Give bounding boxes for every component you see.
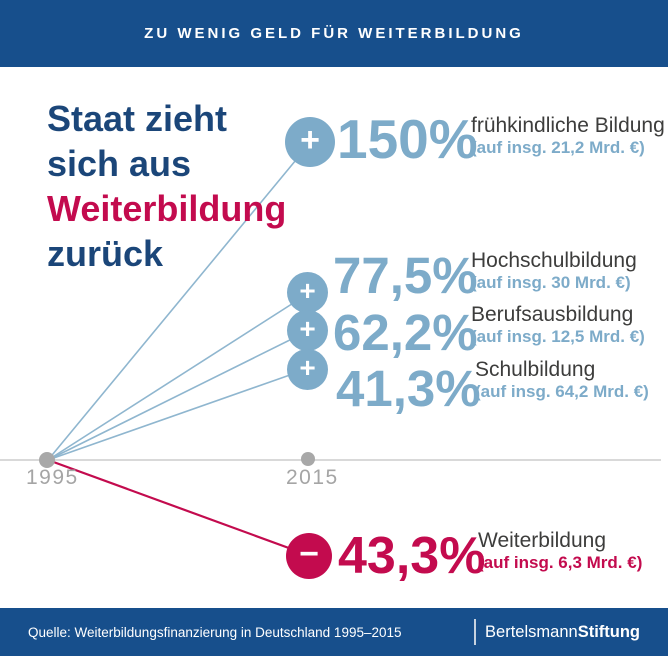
plus-icon: + xyxy=(299,312,316,344)
increase-line-berufsausbildung xyxy=(47,330,309,461)
label-fruehkindliche: frühkindliche Bildung xyxy=(471,114,665,137)
value-berufsausbildung: 62,2% xyxy=(333,304,478,361)
minus-badge-weiterbildung: − xyxy=(286,533,332,579)
label-schulbildung: Schulbildung xyxy=(475,358,596,381)
source-text: Quelle: Weiterbildungsfinanzierung in De… xyxy=(28,624,402,640)
detail-hochschule: (auf insg. 30 Mrd. €) xyxy=(471,273,631,292)
decrease-line-weiterbildung xyxy=(47,458,309,557)
plus-badge-fruehkindliche: + xyxy=(285,117,335,167)
headline-line-3-accent: Weiterbildung xyxy=(47,188,287,229)
headline-line-2: sich aus xyxy=(47,143,192,184)
increase-line-fruehkindliche xyxy=(47,142,311,461)
plus-icon: + xyxy=(299,351,316,383)
year-label-1995: 1995 xyxy=(26,466,79,489)
label-block-fruehkindliche: frühkindliche Bildung (auf insg. 21,2 Mr… xyxy=(471,114,665,158)
label-berufsausbildung: Berufsausbildung xyxy=(471,303,634,326)
bertelsmann-stiftung-logo: Bertelsmann Stiftung xyxy=(474,619,640,645)
value-fruehkindliche: 150% xyxy=(337,108,478,170)
label-block-schulbildung: Schulbildung (auf insg. 64,2 Mrd. €) xyxy=(475,358,649,402)
brand-name-bold: Stiftung xyxy=(577,622,640,641)
logo-divider xyxy=(474,619,477,645)
dot-1995 xyxy=(39,452,55,468)
brand-name-regular: Bertelsmann xyxy=(485,622,578,641)
plus-badge-hochschule: + xyxy=(287,272,328,313)
value-weiterbildung: 43,3% xyxy=(338,527,486,585)
headline-line-4: zurück xyxy=(47,233,164,274)
plus-icon: + xyxy=(299,274,316,306)
plus-badge-berufsausbildung: + xyxy=(287,310,328,351)
value-schulbildung: 41,3% xyxy=(336,360,481,417)
top-banner: ZU WENIG GELD FÜR WEITERBILDUNG xyxy=(0,0,668,67)
year-label-2015: 2015 xyxy=(286,466,339,489)
plus-icon: + xyxy=(300,120,320,159)
label-weiterbildung: Weiterbildung xyxy=(478,529,607,552)
headline-line-1: Staat zieht xyxy=(47,98,228,139)
detail-weiterbildung: (auf insg. 6,3 Mrd. €) xyxy=(478,553,643,572)
minus-icon: − xyxy=(299,534,319,573)
detail-berufsausbildung: (auf insg. 12,5 Mrd. €) xyxy=(471,327,645,346)
value-hochschule: 77,5% xyxy=(333,247,478,304)
plus-badge-schulbildung: + xyxy=(287,349,328,390)
increase-line-schulbildung xyxy=(47,368,308,461)
footer-bar: Quelle: Weiterbildungsfinanzierung in De… xyxy=(0,608,668,656)
label-block-hochschule: Hochschulbildung (auf insg. 30 Mrd. €) xyxy=(471,249,637,293)
label-hochschule: Hochschulbildung xyxy=(471,249,637,272)
label-block-berufsausbildung: Berufsausbildung (auf insg. 12,5 Mrd. €) xyxy=(471,303,645,347)
detail-fruehkindliche: (auf insg. 21,2 Mrd. €) xyxy=(471,138,645,157)
page-title: Staat zieht sich aus Weiterbildung zurüc… xyxy=(47,96,286,276)
banner-title: ZU WENIG GELD FÜR WEITERBILDUNG xyxy=(144,25,524,42)
increase-line-hochschule xyxy=(47,292,310,461)
detail-schulbildung: (auf insg. 64,2 Mrd. €) xyxy=(475,382,649,401)
label-block-weiterbildung: Weiterbildung (auf insg. 6,3 Mrd. €) xyxy=(478,529,642,573)
dot-2015 xyxy=(301,452,315,466)
